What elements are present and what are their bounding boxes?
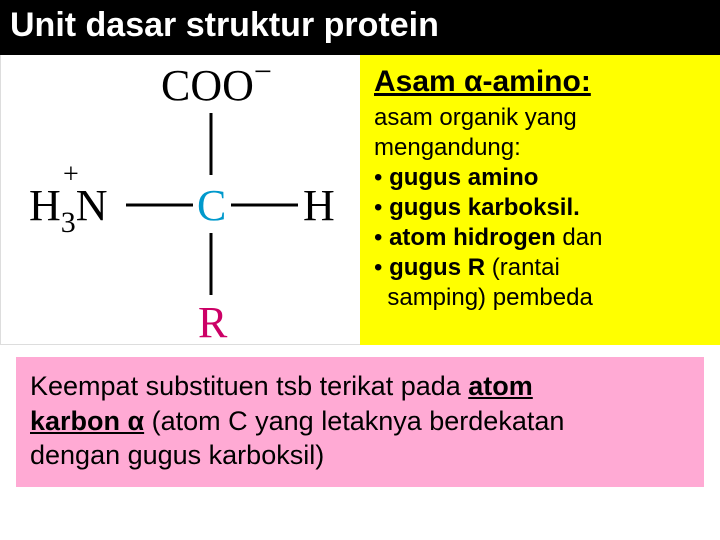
plus-charge: + (63, 159, 79, 190)
info-panel: Asam α-amino: asam organik yang mengandu… (360, 55, 720, 345)
main-content-row: COO− H3N + C H R Asam α-amino: asam (0, 55, 720, 345)
bullet-r: gugus R (389, 254, 485, 281)
bottom-t2: (atom C yang letaknya berdekatan (144, 406, 564, 436)
h3-sub: 3 (61, 206, 76, 239)
coo-label: COO (161, 61, 254, 110)
bullet-karboksil: gugus karboksil. (389, 194, 580, 221)
h-right: H (303, 181, 335, 230)
bullet-hidrogen: atom hidrogen (389, 224, 556, 251)
h-label: H (29, 181, 61, 230)
svg-text:COO−: COO− (161, 55, 272, 110)
chemical-structure-diagram: COO− H3N + C H R (0, 55, 360, 345)
bullet-r-tail1: (rantai (485, 254, 560, 281)
bottom-bu1: atom (468, 371, 533, 401)
intro-line1: asam organik yang (374, 104, 577, 131)
coo-minus: − (254, 55, 272, 89)
info-body: asam organik yang mengandung: • gugus am… (374, 103, 708, 313)
bullet-hidrogen-tail: dan (556, 224, 603, 251)
central-carbon: C (197, 181, 226, 230)
amino-acid-structure-svg: COO− H3N + C H R (1, 55, 361, 345)
bottom-note: Keempat substituen tsb terikat pada atom… (16, 357, 704, 487)
bottom-bu2: karbon α (30, 406, 144, 436)
n-label: N (76, 181, 108, 230)
bottom-t3: dengan gugus karboksil) (30, 440, 324, 470)
bottom-t1: Keempat substituen tsb terikat pada (30, 371, 468, 401)
bullet-amino: gugus amino (389, 164, 538, 191)
intro-line2: mengandung: (374, 134, 521, 161)
info-heading: Asam α-amino: (374, 65, 708, 99)
bullet-r-tail2: samping) pembeda (387, 284, 592, 311)
slide-title: Unit dasar struktur protein (0, 0, 720, 55)
r-group: R (198, 298, 228, 345)
